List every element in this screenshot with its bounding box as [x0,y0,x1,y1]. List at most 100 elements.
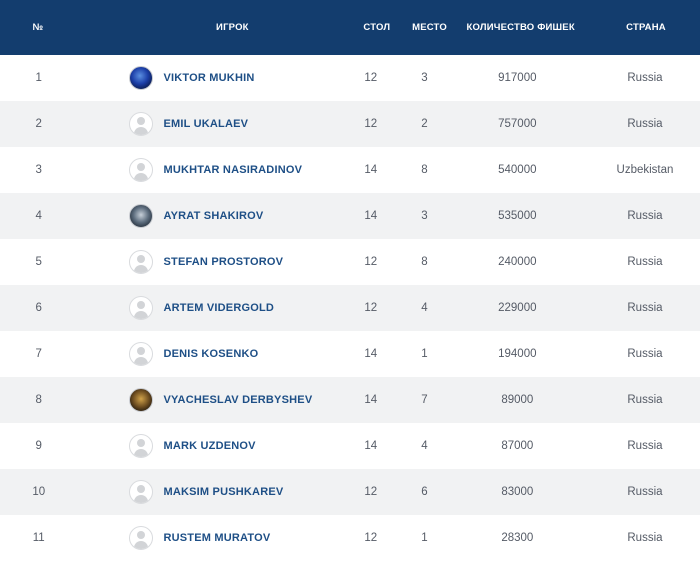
table-row: 1 VIKTOR MUKHIN 12 3 917000 Russia [0,55,700,101]
row-num: 2 [35,118,42,130]
row-chips: 540000 [498,164,537,176]
table-row: 8 VYACHESLAV DERBYSHEV 14 7 89000 Russia [0,377,700,423]
row-table: 14 [364,440,378,452]
player-name-link[interactable]: ARTEM VIDERGOLD [163,302,275,314]
row-num: 1 [35,72,42,84]
player-cell: MARK UZDENOV [77,434,337,458]
row-table: 14 [364,394,378,406]
row-chips: 917000 [498,72,537,84]
avatar-placeholder-icon[interactable] [129,526,154,550]
row-place: 2 [421,118,428,130]
row-place: 3 [421,72,428,84]
table-row: 4 AYRAT SHAKIROV 14 3 535000 Russia [0,193,700,239]
header-player: ИГРОК [216,22,249,33]
player-name-link[interactable]: VIKTOR MUKHIN [163,72,255,84]
player-cell: AYRAT SHAKIROV [77,204,337,228]
row-country: Russia [627,118,663,130]
avatar-placeholder-icon[interactable] [129,158,154,182]
row-table: 12 [364,302,378,314]
table-row: 6 ARTEM VIDERGOLD 12 4 229000 Russia [0,285,700,331]
avatar-placeholder-icon[interactable] [129,342,154,366]
row-chips: 28300 [501,532,534,544]
player-cell: VIKTOR MUKHIN [77,66,337,90]
row-table: 12 [364,256,378,268]
row-chips: 757000 [498,118,537,130]
avatar[interactable] [129,388,154,412]
row-country: Russia [627,72,663,84]
row-place: 4 [421,302,428,314]
row-place: 6 [421,486,428,498]
table-row: 7 DENIS KOSENKO 14 1 194000 Russia [0,331,700,377]
row-num: 10 [32,486,46,498]
row-num: 9 [35,440,42,452]
row-table: 12 [364,532,378,544]
player-cell: DENIS KOSENKO [77,342,337,366]
table-row: 5 STEFAN PROSTOROV 12 8 240000 Russia [0,239,700,285]
player-name-link[interactable]: DENIS KOSENKO [163,348,259,360]
row-country: Russia [627,210,663,222]
row-place: 8 [421,164,428,176]
row-num: 11 [32,532,45,544]
row-num: 4 [35,210,42,222]
player-name-link[interactable]: MAKSIM PUSHKAREV [163,486,284,498]
avatar-placeholder-icon[interactable] [129,296,154,320]
header-country: СТРАНА [626,22,666,33]
player-cell: VYACHESLAV DERBYSHEV [77,388,337,412]
row-country: Russia [627,486,663,498]
row-country: Uzbekistan [616,164,674,176]
avatar-placeholder-icon[interactable] [129,480,154,504]
avatar[interactable] [129,204,154,228]
row-table: 12 [364,118,378,130]
header-num: № [32,22,44,33]
row-num: 7 [35,348,42,360]
player-name-link[interactable]: STEFAN PROSTOROV [163,256,284,268]
row-place: 7 [421,394,428,406]
player-name-link[interactable]: MARK UZDENOV [163,440,256,452]
row-country: Russia [627,256,663,268]
row-num: 8 [35,394,42,406]
row-chips: 240000 [498,256,537,268]
avatar-placeholder-icon[interactable] [129,250,154,274]
player-cell: RUSTEM MURATOV [77,526,337,550]
avatar-placeholder-icon[interactable] [129,112,154,136]
row-place: 3 [421,210,428,222]
row-chips: 194000 [498,348,537,360]
player-cell: STEFAN PROSTOROV [77,250,337,274]
row-table: 14 [364,164,378,176]
header-table: СТОЛ [363,22,391,33]
player-name-link[interactable]: EMIL UKALAEV [163,118,249,130]
row-table: 12 [364,72,378,84]
row-place: 1 [421,348,428,360]
row-country: Russia [627,348,663,360]
avatar-placeholder-icon[interactable] [129,434,154,458]
row-place: 1 [421,532,428,544]
player-name-link[interactable]: VYACHESLAV DERBYSHEV [163,394,313,406]
player-name-link[interactable]: MUKHTAR NASIRADINOV [163,164,303,176]
player-cell: EMIL UKALAEV [77,112,337,136]
row-chips: 89000 [501,394,534,406]
row-country: Russia [627,302,663,314]
player-cell: MUKHTAR NASIRADINOV [77,158,337,182]
row-country: Russia [627,440,663,452]
table-header: № ИГРОК СТОЛ МЕСТО КОЛИЧЕСТВО ФИШЕК СТРА… [0,0,700,55]
row-num: 5 [35,256,42,268]
avatar[interactable] [129,66,154,90]
player-name-link[interactable]: AYRAT SHAKIROV [163,210,264,222]
header-chips: КОЛИЧЕСТВО ФИШЕК [466,22,575,33]
row-table: 14 [364,210,378,222]
row-place: 8 [421,256,428,268]
row-chips: 229000 [498,302,537,314]
player-cell: ARTEM VIDERGOLD [77,296,337,320]
row-chips: 87000 [501,440,534,452]
row-chips: 535000 [498,210,537,222]
row-num: 3 [35,164,42,176]
row-country: Russia [627,532,663,544]
player-name-link[interactable]: RUSTEM MURATOV [163,532,271,544]
row-table: 14 [364,348,378,360]
table-row: 10 MAKSIM PUSHKAREV 12 6 83000 Russia [0,469,700,515]
row-place: 4 [421,440,428,452]
player-cell: MAKSIM PUSHKAREV [77,480,337,504]
table-row: 9 MARK UZDENOV 14 4 87000 Russia [0,423,700,469]
row-table: 12 [364,486,378,498]
